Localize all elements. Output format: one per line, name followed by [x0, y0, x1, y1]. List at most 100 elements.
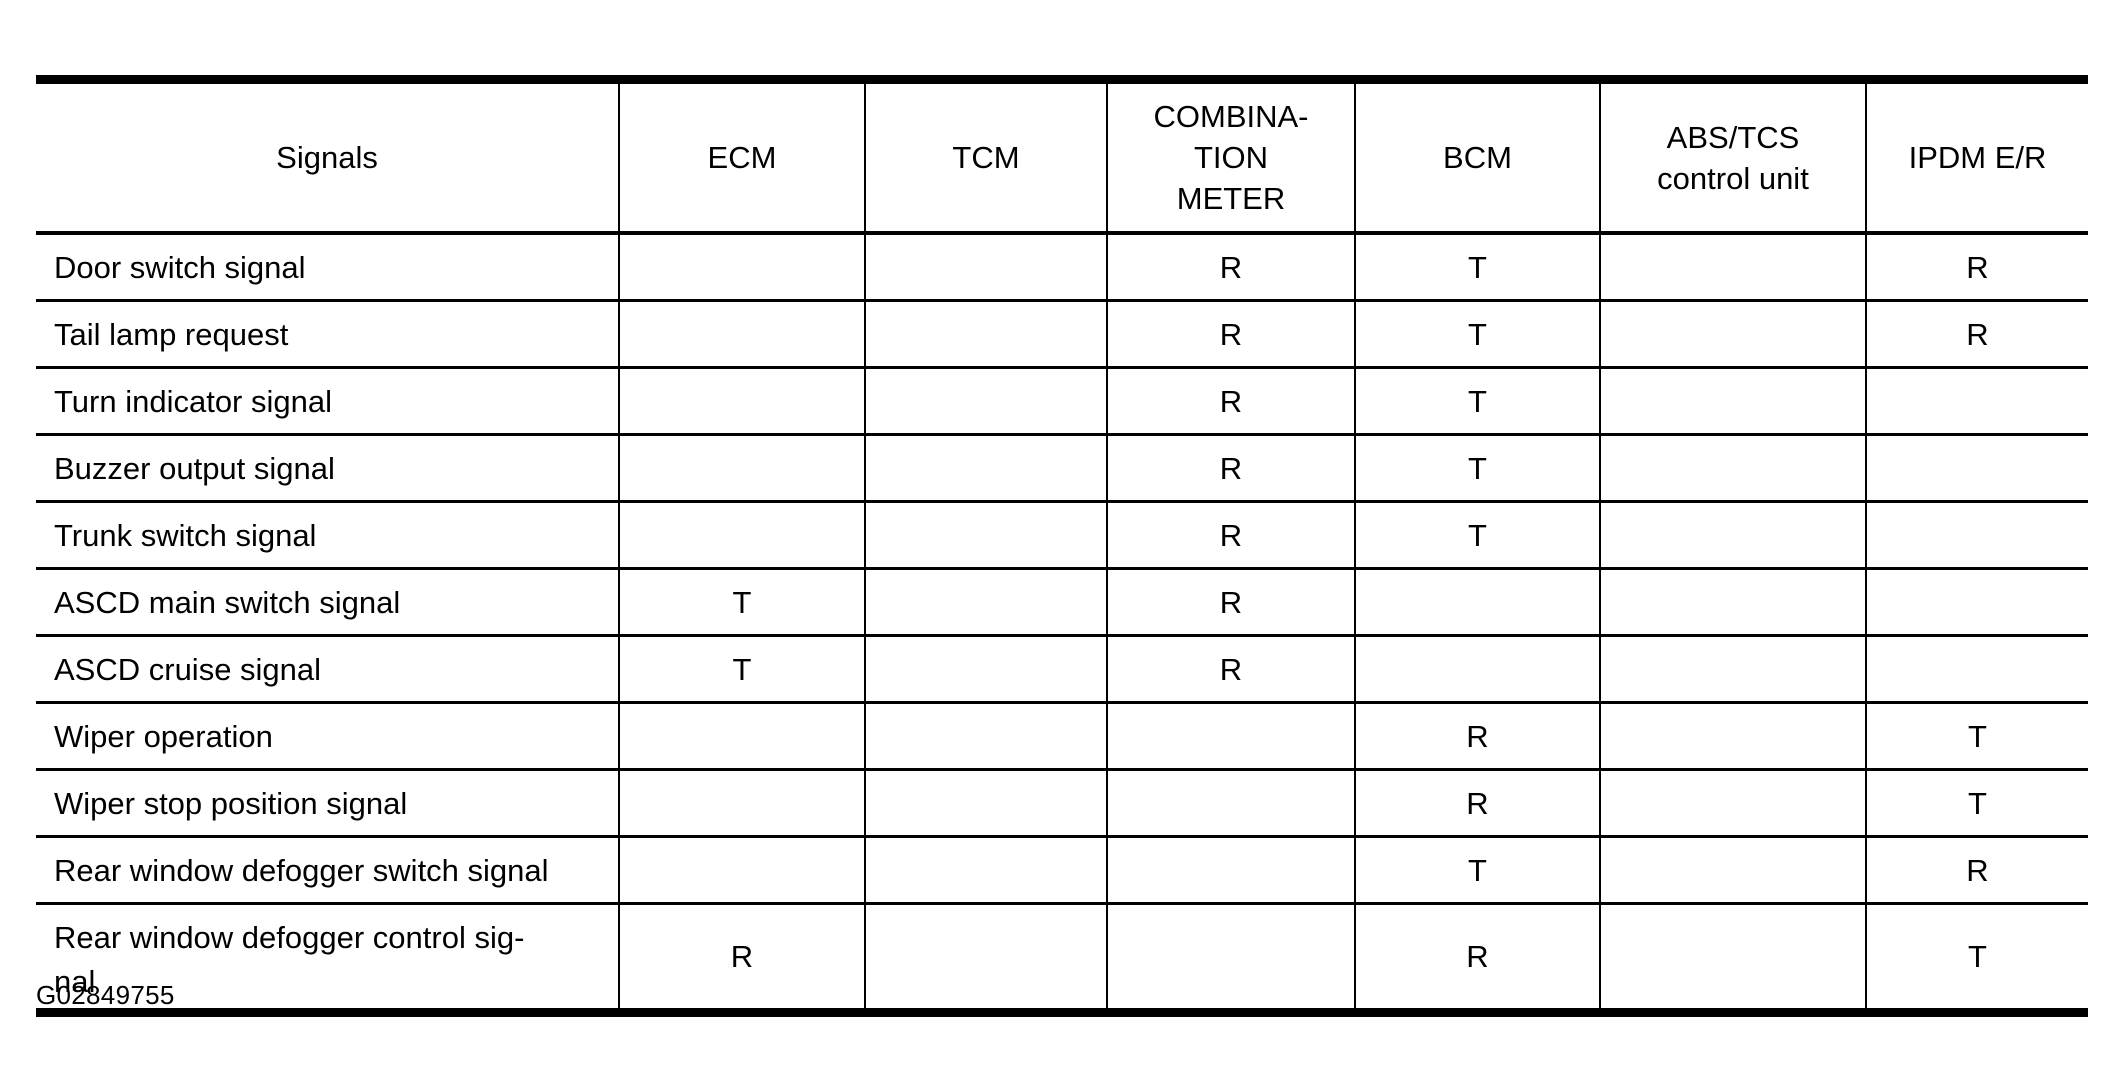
column-header-line: IPDM E/R — [1908, 140, 2047, 175]
cell-abs-tcs — [1599, 769, 1867, 838]
cell-ecm — [618, 300, 866, 369]
cell-combination-meter — [1106, 903, 1356, 1013]
cell-signal-name: Door switch signal — [36, 233, 620, 302]
cell-ipdm-er: T — [1865, 769, 2088, 838]
table-row: Door switch signal R T R — [36, 233, 2088, 302]
cell-signal-name: Wiper operation — [36, 702, 620, 771]
cell-tcm — [864, 635, 1108, 704]
cell-ecm — [618, 501, 866, 570]
cell-tcm — [864, 702, 1108, 771]
column-header-combination-meter: COMBINA- TION METER — [1106, 79, 1356, 235]
cell-signal-name: ASCD cruise signal — [36, 635, 620, 704]
column-header-ipdm-er: IPDM E/R — [1865, 79, 2088, 235]
cell-abs-tcs — [1599, 434, 1867, 503]
cell-ipdm-er — [1865, 434, 2088, 503]
cell-signal-name: Buzzer output signal — [36, 434, 620, 503]
cell-tcm — [864, 836, 1108, 905]
table-row: Turn indicator signal R T — [36, 367, 2088, 436]
cell-ecm: T — [618, 568, 866, 637]
signal-table-container: Signals ECM TCM COMBINA- TION METER BCM AB… — [36, 75, 2088, 1017]
cell-signal-name: Rear window defogger control sig-nal — [36, 903, 620, 1013]
cell-combination-meter: R — [1106, 233, 1356, 302]
cell-combination-meter: R — [1106, 367, 1356, 436]
column-header-line: TION — [1193, 140, 1269, 175]
cell-ecm: R — [618, 903, 866, 1013]
cell-abs-tcs — [1599, 300, 1867, 369]
cell-abs-tcs — [1599, 233, 1867, 302]
cell-abs-tcs — [1599, 702, 1867, 771]
table-row: Trunk switch signal R T — [36, 501, 2088, 570]
cell-bcm — [1354, 568, 1601, 637]
cell-ipdm-er — [1865, 568, 2088, 637]
column-header-abs-tcs-control-unit-lines: ABS/TCS control unit — [1601, 117, 1865, 199]
cell-bcm: R — [1354, 769, 1601, 838]
cell-tcm — [864, 769, 1108, 838]
cell-abs-tcs — [1599, 635, 1867, 704]
table-body: Door switch signal R T R Tail lamp request R T… — [36, 233, 2088, 1013]
cell-bcm: T — [1354, 836, 1601, 905]
cell-combination-meter — [1106, 836, 1356, 905]
table-row: Rear window defogger control sig-nal R R T — [36, 903, 2088, 1013]
cell-bcm: T — [1354, 367, 1601, 436]
cell-ipdm-er — [1865, 501, 2088, 570]
cell-ipdm-er: R — [1865, 836, 2088, 905]
cell-combination-meter: R — [1106, 568, 1356, 637]
table-row: Wiper operation R T — [36, 702, 2088, 771]
cell-tcm — [864, 568, 1108, 637]
cell-ecm — [618, 233, 866, 302]
cell-ecm — [618, 836, 866, 905]
table-row: Buzzer output signal R T — [36, 434, 2088, 503]
cell-tcm — [864, 903, 1108, 1013]
cell-abs-tcs — [1599, 501, 1867, 570]
cell-ecm: T — [618, 635, 866, 704]
table-row: ASCD cruise signal T R — [36, 635, 2088, 704]
column-header-line: TCM — [952, 140, 1020, 175]
column-header-tcm-lines: TCM — [866, 137, 1106, 178]
cell-combination-meter: R — [1106, 300, 1356, 369]
cell-combination-meter — [1106, 702, 1356, 771]
cell-combination-meter: R — [1106, 434, 1356, 503]
column-header-line: BCM — [1443, 140, 1512, 175]
table-row: Wiper stop position signal R T — [36, 769, 2088, 838]
column-header-ipdm-er-lines: IPDM E/R — [1867, 137, 2088, 178]
cell-ipdm-er — [1865, 635, 2088, 704]
can-communication-signal-table: Signals ECM TCM COMBINA- TION METER BCM AB… — [36, 75, 2088, 1017]
cell-ipdm-er: T — [1865, 903, 2088, 1013]
column-header-line: ECM — [707, 140, 777, 175]
cell-combination-meter: R — [1106, 635, 1356, 704]
table-row: Rear window defogger switch signal T R — [36, 836, 2088, 905]
cell-abs-tcs — [1599, 836, 1867, 905]
table-header: Signals ECM TCM COMBINA- TION METER BCM AB… — [36, 79, 2088, 235]
column-header-signals: Signals — [36, 79, 620, 235]
table-row: ASCD main switch signal T R — [36, 568, 2088, 637]
cell-abs-tcs — [1599, 568, 1867, 637]
cell-bcm: R — [1354, 702, 1601, 771]
cell-signal-name: Trunk switch signal — [36, 501, 620, 570]
cell-tcm — [864, 300, 1108, 369]
cell-tcm — [864, 367, 1108, 436]
cell-bcm: R — [1354, 903, 1601, 1013]
column-header-signals-lines: Signals — [36, 137, 618, 178]
cell-ecm — [618, 769, 866, 838]
cell-tcm — [864, 434, 1108, 503]
figure-caption: G02849755 — [36, 980, 175, 1010]
cell-combination-meter: R — [1106, 501, 1356, 570]
table-row: Tail lamp request R T R — [36, 300, 2088, 369]
cell-ipdm-er — [1865, 367, 2088, 436]
cell-ipdm-er: R — [1865, 233, 2088, 302]
cell-bcm: T — [1354, 501, 1601, 570]
table-header-row: Signals ECM TCM COMBINA- TION METER BCM AB… — [36, 79, 2088, 235]
cell-abs-tcs — [1599, 367, 1867, 436]
cell-signal-name: ASCD main switch signal — [36, 568, 620, 637]
column-header-line: control unit — [1657, 160, 1809, 196]
column-header-bcm: BCM — [1354, 79, 1601, 235]
cell-ipdm-er: T — [1865, 702, 2088, 771]
column-header-ecm-lines: ECM — [620, 137, 864, 178]
column-header-bcm-lines: BCM — [1356, 137, 1599, 178]
cell-bcm — [1354, 635, 1601, 704]
cell-signal-name: Rear window defogger switch signal — [36, 836, 620, 905]
column-header-line: Signals — [276, 140, 378, 175]
column-header-line: ABS/TCS — [1666, 119, 1800, 155]
cell-bcm: T — [1354, 233, 1601, 302]
